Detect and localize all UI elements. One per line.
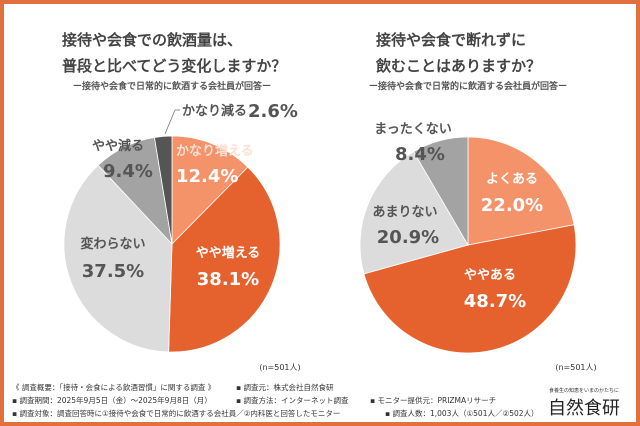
value-amarinai: 20.9% xyxy=(377,227,439,248)
subtitle: ー接待や会食で日常的に飲酒する会社員が回答ー xyxy=(73,80,271,92)
leader-line xyxy=(164,109,176,135)
pie-slice-2 xyxy=(63,164,173,353)
value-yaya-heru: 9.4% xyxy=(103,161,153,182)
value-yayaaru: 48.7% xyxy=(464,291,526,312)
value-kanari-heru: 2.6% xyxy=(248,101,298,122)
label-yaya-fueru: やや増える xyxy=(196,245,261,261)
footer-period: ▪ 調査期間：2025年9月5日（金）～2025年9月8日（月） xyxy=(12,395,212,405)
value-kawaranai: 37.5% xyxy=(82,261,144,282)
title-line-2: 飲むことはありますか？ xyxy=(375,57,541,75)
label-yokuaru: よくある xyxy=(486,172,538,187)
label-yayaaru: ややある xyxy=(464,268,516,283)
footer-method: ▪ 調査方法：インターネット調査 xyxy=(236,395,349,405)
n-label: (n=501人) xyxy=(259,363,300,372)
chart-left: 接待や会食での飲酒量は、 普段と比べてどう変化しますか？ ー接待や会食で日常的に… xyxy=(62,31,301,372)
footer: 《 調査概要：「接待・会食による飲酒習慣」に関する調査 》 ▪ 調査元：株式会社… xyxy=(12,382,620,419)
pie-slice-1 xyxy=(363,224,577,354)
label-kawaranai: 変わらない xyxy=(80,236,145,252)
pie-slice-3 xyxy=(413,136,469,247)
label-kanari-fueru: かなり増える xyxy=(176,143,254,159)
value-yokuaru: 22.0% xyxy=(481,195,543,216)
pie-slice-0 xyxy=(171,135,249,245)
pie-slice-0 xyxy=(467,136,575,246)
footer-source: ▪ 調査元：株式会社自然食研 xyxy=(236,382,334,392)
label-amarinai: あまりない xyxy=(372,205,437,220)
subtitle: ー接待や会食で日常的に飲酒する会社員が回答ー xyxy=(369,80,567,92)
pie-right xyxy=(359,136,577,354)
logo-tagline: 食養生の知恵をいまのかたちに xyxy=(549,387,619,394)
footer-count: ▪ 調査人数：1,003人（①501人／②502人） xyxy=(385,408,539,418)
title-line-1: 接待や会食で断れずに xyxy=(376,31,526,49)
title-line-2: 普段と比べてどう変化しますか？ xyxy=(62,57,286,75)
value-mattakunai: 8.4% xyxy=(395,144,445,165)
chart-right: 接待や会食で断れずに 飲むことはありますか？ ー接待や会食で日常的に飲酒する会社… xyxy=(359,31,597,372)
pie-slice-1 xyxy=(168,166,281,353)
n-label: (n=501人) xyxy=(555,363,596,372)
logo-name: 自然食研 xyxy=(548,398,620,419)
pie-left xyxy=(63,135,281,353)
footer-monitor: ▪ モニター提供元：PRIZMAリサーチ xyxy=(370,395,496,405)
footer-target: ▪ 調査対象：調査回答時に①接待や会食で日常的に飲酒する会社員／②内科医と回答し… xyxy=(12,408,340,418)
label-yaya-heru: やや減る xyxy=(92,138,144,154)
label-kanari-heru: かなり減る xyxy=(182,103,247,119)
value-kanari-fueru: 12.4% xyxy=(176,166,238,187)
value-yaya-fueru: 38.1% xyxy=(197,269,259,290)
label-mattakunai: まったくない xyxy=(374,122,451,137)
pie-slice-4 xyxy=(153,135,173,245)
title-line-1: 接待や会食での飲酒量は、 xyxy=(62,31,242,49)
pie-slice-2 xyxy=(359,151,469,275)
footer-survey-title: 《 調査概要：「接待・会食による飲酒習慣」に関する調査 》 xyxy=(12,382,215,392)
